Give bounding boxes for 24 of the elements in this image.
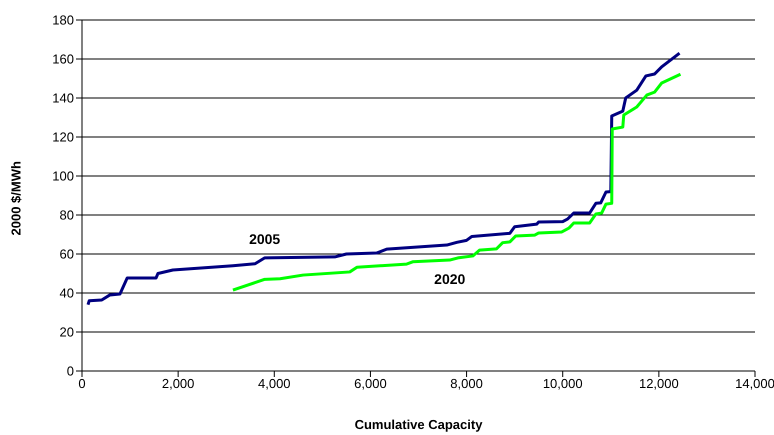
y-tick-label: 20 xyxy=(60,324,74,340)
series-label: 2005 xyxy=(249,230,280,247)
x-tick-label: 8,000 xyxy=(450,376,483,392)
x-tick-label: 14,000 xyxy=(735,376,774,392)
y-tick-label: 100 xyxy=(52,168,74,184)
y-axis-title: 2000 $/MWh xyxy=(8,161,24,236)
x-tick-label: 0 xyxy=(78,376,86,392)
y-tick-label: 40 xyxy=(60,286,74,301)
y-tick-label: 80 xyxy=(60,208,74,223)
y-tick-label: 120 xyxy=(52,130,74,145)
line-series xyxy=(231,72,682,292)
y-tick-label: 60 xyxy=(60,246,74,262)
x-axis-title: Cumulative Capacity xyxy=(354,417,484,432)
x-tick-label: 10,000 xyxy=(542,376,583,392)
x-tick-label: 4,000 xyxy=(258,376,291,392)
y-tick-label: 140 xyxy=(52,90,74,106)
x-tick-label: 12,000 xyxy=(638,376,679,392)
y-tick-label: 180 xyxy=(52,12,74,28)
y-tick-label: 160 xyxy=(52,52,74,67)
x-tick-label: 2,000 xyxy=(162,376,194,392)
x-tick-label: 6,000 xyxy=(354,376,387,392)
series-label: 2020 xyxy=(434,270,466,287)
line-series xyxy=(86,52,682,306)
y-tick-label: 0 xyxy=(66,364,74,379)
